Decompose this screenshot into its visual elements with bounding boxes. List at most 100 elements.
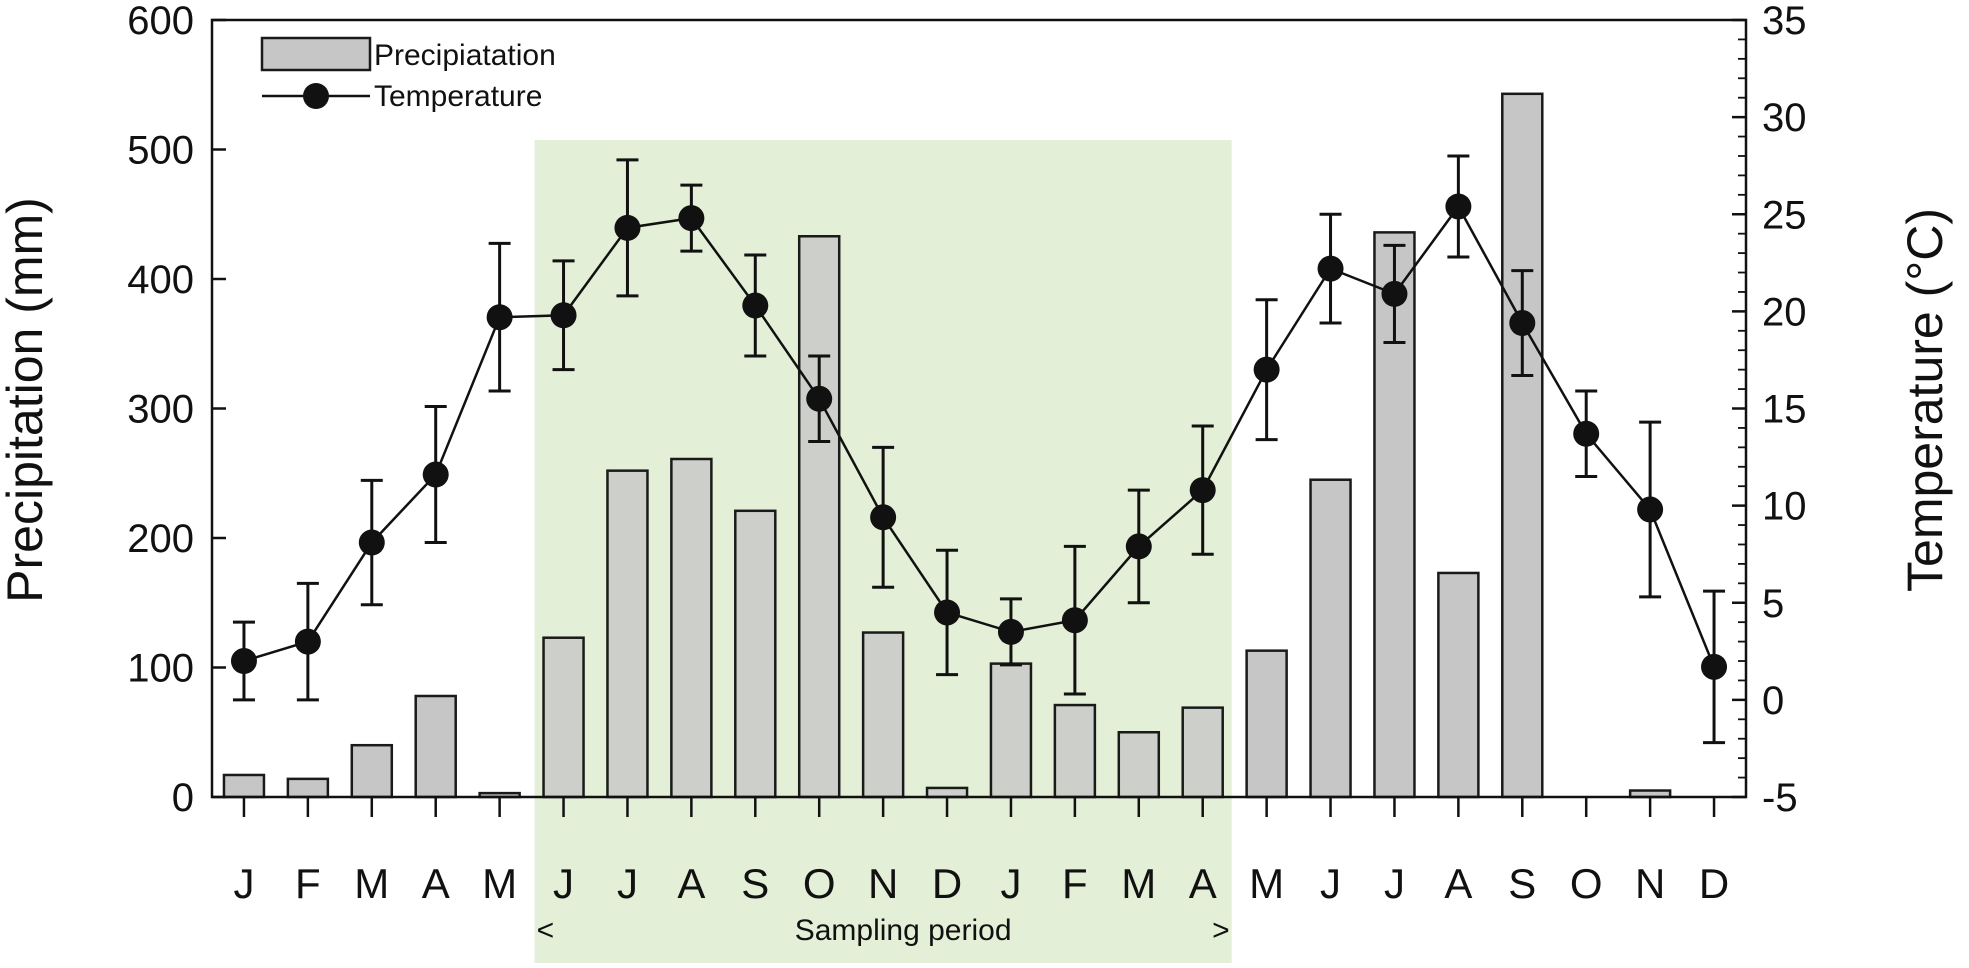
temperature-point (294, 628, 321, 655)
temperature-point (1573, 420, 1600, 447)
x-tick-label: A (422, 860, 450, 907)
y-right-tick-label: 0 (1762, 679, 1784, 723)
temperature-point (678, 205, 705, 232)
x-tick-label: F (1062, 860, 1088, 907)
y-left-axis-title: Precipitation (mm) (0, 197, 53, 603)
x-tick-label: J (1384, 860, 1405, 907)
x-tick-label: A (677, 860, 705, 907)
precipitation-bar (734, 509, 777, 799)
temperature-point (1125, 533, 1152, 560)
sampling-period-annotation: < Sampling period > (537, 914, 1230, 947)
x-tick-label: J (233, 860, 254, 907)
x-tick-label: A (1189, 860, 1217, 907)
precipitation-bar (1245, 649, 1288, 799)
y-left-tick-label: 400 (127, 258, 194, 302)
temperature-point (934, 599, 961, 626)
precipitation-bar (1181, 706, 1224, 799)
precipitation-bar (1053, 703, 1097, 799)
precipitation-bar (925, 786, 969, 799)
precipitation-bar (1309, 478, 1352, 799)
temperature-point (1189, 477, 1216, 504)
precipitation-bar (606, 469, 649, 799)
sampling-period-label: Sampling period (795, 914, 1012, 947)
x-tick-label: D (1699, 860, 1729, 907)
y-right-tick-label: -5 (1762, 776, 1798, 820)
y-right-tick-label: 35 (1762, 0, 1807, 43)
y-left-tick-label: 200 (127, 517, 194, 561)
y-left-tick-label: 600 (127, 0, 194, 43)
y-right-tick-label: 5 (1762, 582, 1784, 626)
precipitation-bar (414, 694, 457, 799)
precipitation-bar (286, 777, 330, 799)
temperature-point (742, 292, 769, 319)
precipitation-bar (989, 662, 1033, 799)
y-right-tick-label: 30 (1762, 96, 1807, 140)
x-tick-label: M (482, 860, 517, 907)
legend: Precipiatation Temperature (260, 36, 556, 113)
precipitation-bar (350, 743, 394, 799)
temperature-point (1445, 193, 1472, 220)
legend-label-temperature: Temperature (374, 80, 542, 113)
x-tick-label: N (868, 860, 898, 907)
y-right-axis-title: Temperature (°C) (1897, 208, 1953, 592)
precipitation-bar (1437, 571, 1480, 799)
x-tick-label: J (1000, 860, 1021, 907)
temperature-point (358, 529, 385, 556)
temperature-point (806, 385, 833, 412)
x-tick-label: S (1508, 860, 1536, 907)
y-left-tick-label: 300 (127, 388, 194, 432)
bars-layer (222, 92, 1672, 799)
temperature-point (1381, 280, 1408, 307)
legend-bar-swatch (260, 36, 372, 72)
temperature-point (1701, 653, 1728, 680)
x-tick-label: F (295, 860, 321, 907)
x-tick-label: M (1121, 860, 1156, 907)
temperature-point (550, 302, 577, 329)
legend-marker (303, 83, 329, 109)
temperature-point (870, 504, 897, 531)
y-left-tick-label: 100 (127, 647, 194, 691)
precipitation-bar (797, 235, 841, 799)
x-tick-label: J (617, 860, 638, 907)
precipitation-bar (1117, 731, 1161, 799)
temperature-point (1317, 255, 1344, 282)
temperature-point (1061, 607, 1088, 634)
x-tick-label: J (553, 860, 574, 907)
temperature-point (997, 618, 1024, 645)
temperature-point (230, 648, 257, 675)
x-tick-label: O (1570, 860, 1603, 907)
temperature-point (1253, 356, 1280, 383)
precipitation-bar (1501, 92, 1544, 799)
x-tick-label: J (1320, 860, 1341, 907)
x-tick-label: A (1444, 860, 1472, 907)
x-tick-label: S (741, 860, 769, 907)
temperature-line-layer (230, 154, 1728, 745)
sampling-right-marker: > (1212, 914, 1230, 947)
x-tick-label: M (354, 860, 389, 907)
y-right-tick-label: 25 (1762, 193, 1807, 237)
temperature-point (1637, 496, 1664, 523)
x-tick-label: M (1249, 860, 1284, 907)
legend-label-precipitation: Precipiatation (374, 39, 556, 72)
temperature-point (486, 304, 513, 331)
x-tick-label: O (803, 860, 836, 907)
precipitation-bar (542, 636, 585, 799)
y-right-tick-label: 10 (1762, 485, 1807, 529)
x-tick-label: D (932, 860, 962, 907)
y-left-tick-label: 500 (127, 129, 194, 173)
y-right-tick-label: 15 (1762, 388, 1807, 432)
y-right-tick-label: 20 (1762, 290, 1807, 334)
temperature-point (422, 461, 449, 488)
precipitation-bar (670, 457, 713, 799)
sampling-left-marker: < (537, 914, 555, 947)
x-tick-label: N (1635, 860, 1665, 907)
y-left-tick-label: 0 (172, 776, 194, 820)
precipitation-bar (222, 773, 266, 799)
temperature-line (243, 204, 1716, 668)
precipitation-bar (861, 631, 905, 799)
temperature-point (614, 214, 641, 241)
temperature-point (1509, 310, 1536, 337)
